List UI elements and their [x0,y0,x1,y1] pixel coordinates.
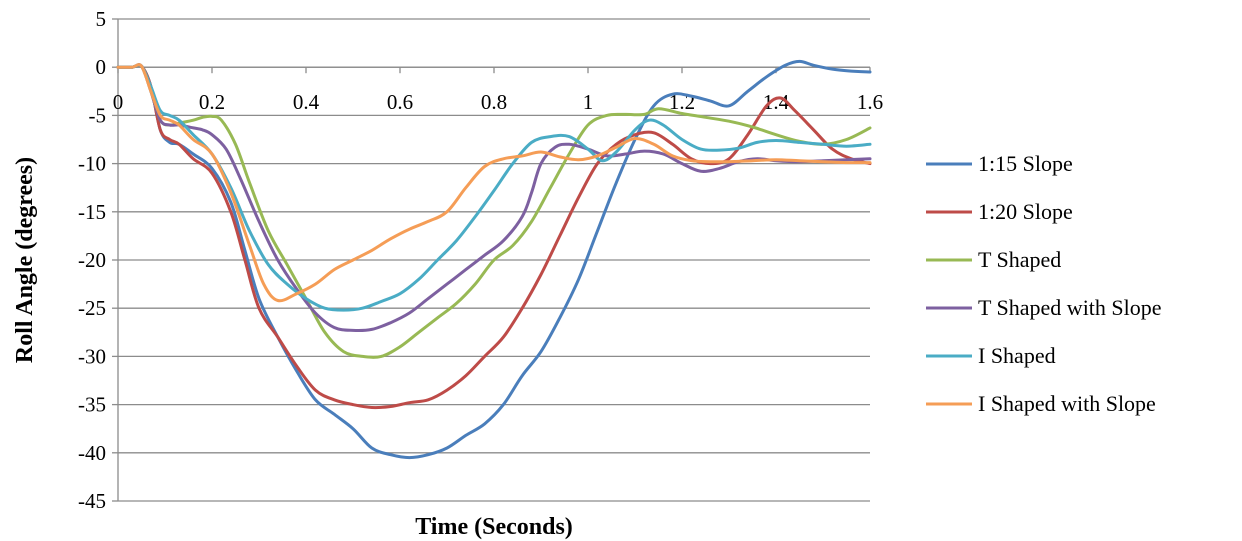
series-line-t-shaped [116,63,872,359]
x-tick-label: 0 [113,90,124,114]
y-tick-label: 0 [96,55,107,79]
legend-label: 1:15 Slope [978,151,1073,176]
series-line-1-15-slope [116,59,872,460]
series-line-i-shaped [116,63,872,312]
legend-label: 1:20 Slope [978,199,1073,224]
y-tick-label: -25 [78,296,106,320]
legend-label: I Shaped [978,343,1056,368]
x-tick-label: 0.2 [199,90,225,114]
series-lines [116,59,872,460]
series-line-1-20-slope [116,63,872,410]
series-line-i-shaped-with-slope [116,63,872,303]
legend: 1:15 Slope 1:20 Slope T Shaped T Shaped wit… [926,151,1162,416]
y-tick-label: -5 [89,103,107,127]
y-tick-label: -15 [78,200,106,224]
y-tick-label: -20 [78,248,106,272]
x-tick-label: 0.8 [481,90,507,114]
y-tick-label: -10 [78,152,106,176]
x-axis-title: Time (Seconds) [415,514,573,540]
series-line-t-shaped-with-slope [116,63,872,333]
legend-label: T Shaped [978,247,1061,272]
y-tick-label: -35 [78,393,106,417]
x-tick-label: 0.4 [293,90,320,114]
axes [112,18,871,502]
y-tick-label: -45 [78,489,106,513]
y-tick-label: 5 [96,7,107,31]
legend-label: T Shaped with Slope [978,295,1162,320]
tick-labels: 50-5-10-15-20-25-30-35-40-450 0.2 0.4 0.6 0.… [78,7,883,513]
y-tick-label: -40 [78,441,106,465]
x-tick-label: 1 [583,90,594,114]
x-tick-label: 1.6 [857,90,883,114]
legend-label: I Shaped with Slope [978,391,1156,416]
y-axis-title: Roll Angle (degrees) [12,157,38,363]
x-tick-label: 0.6 [387,90,413,114]
y-tick-label: -30 [78,344,106,368]
